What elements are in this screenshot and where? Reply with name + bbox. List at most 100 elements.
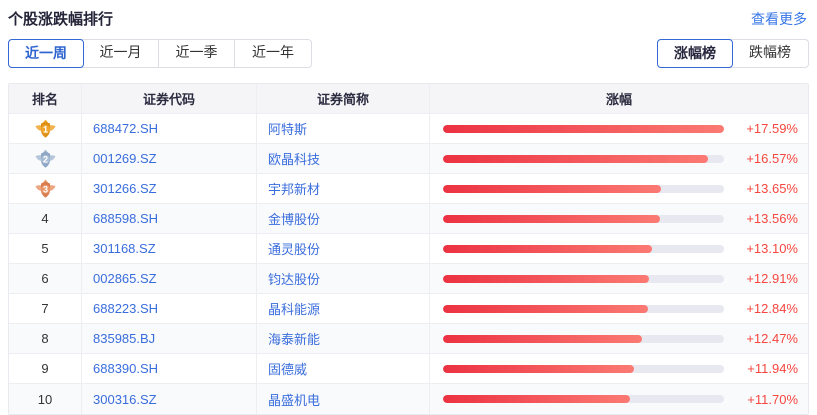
rank-medal-bronze-icon: 3 <box>34 179 56 198</box>
change-percent-label: +11.70% <box>747 391 798 407</box>
stock-name-link[interactable]: 固德威 <box>257 354 430 383</box>
stock-code-link[interactable]: 002865.SZ <box>82 264 257 293</box>
rank-medal-silver-icon: 2 <box>34 149 56 168</box>
rank-cell: 10 <box>9 384 82 414</box>
table-row-rank-6: 6 002865.SZ 钧达股份 +12.91% <box>9 264 808 294</box>
stock-code-link[interactable]: 301266.SZ <box>82 174 257 203</box>
change-cell: +11.94% <box>430 354 808 383</box>
ranking-table: 排名 证券代码 证券简称 涨幅 1 688472.SH 阿特斯 +17.59% … <box>8 83 809 415</box>
stock-name-link[interactable]: 晶科能源 <box>257 294 430 323</box>
change-bar-fill <box>443 334 643 343</box>
svg-text:2: 2 <box>42 154 47 164</box>
change-percent-label: +17.59% <box>746 121 798 136</box>
stock-name-link[interactable]: 宇邦新材 <box>257 174 430 203</box>
change-bar-fill <box>443 274 650 283</box>
change-bar-fill <box>443 395 630 403</box>
board-tab-涨幅榜[interactable]: 涨幅榜 <box>657 39 733 68</box>
change-cell: +12.91% <box>430 264 808 293</box>
change-percent-label: +12.91% <box>746 271 798 286</box>
change-cell: +16.57% <box>430 144 808 173</box>
column-header-change: 涨幅 <box>605 92 632 107</box>
page-title: 个股涨跌幅排行 <box>8 11 114 28</box>
change-bar-fill <box>443 124 724 133</box>
top-bar: 个股涨跌幅排行 查看更多 <box>0 0 817 29</box>
stock-code-link[interactable]: 688390.SH <box>82 354 257 383</box>
stock-code-link[interactable]: 001269.SZ <box>82 144 257 173</box>
change-cell: +13.65% <box>430 174 808 203</box>
rank-cell: 4 <box>9 204 82 233</box>
change-bar-fill <box>443 154 708 163</box>
view-more-link[interactable]: 查看更多 <box>751 10 807 27</box>
table-row-rank-9: 9 688390.SH 固德威 +11.94% <box>9 354 808 384</box>
change-bar-track <box>443 334 724 343</box>
table-row-rank-1: 1 688472.SH 阿特斯 +17.59% <box>9 114 808 144</box>
stock-name-link[interactable]: 海泰新能 <box>257 324 430 353</box>
change-bar-fill <box>443 244 653 253</box>
change-bar-fill <box>443 184 662 193</box>
rank-cell: 1 <box>9 114 82 143</box>
board-tab-group: 涨幅榜 跌幅榜 <box>657 39 809 68</box>
change-bar-track <box>443 244 724 253</box>
stock-code-link[interactable]: 301168.SZ <box>82 234 257 263</box>
svg-text:3: 3 <box>42 184 47 194</box>
change-bar-track <box>443 364 724 373</box>
table-row-rank-4: 4 688598.SH 金博股份 +13.56% <box>9 204 808 234</box>
period-tab-group: 近一周 近一月 近一季 近一年 <box>8 39 312 68</box>
period-tab-近一年[interactable]: 近一年 <box>252 44 294 60</box>
change-percent-label: +12.84% <box>746 301 798 316</box>
stock-name-link[interactable]: 晶盛机电 <box>257 384 430 414</box>
change-bar-track <box>443 124 724 133</box>
change-bar-track <box>443 304 724 313</box>
stock-name-link[interactable]: 欧晶科技 <box>257 144 430 173</box>
change-cell: +12.84% <box>430 294 808 323</box>
table-row-rank-3: 3 301266.SZ 宇邦新材 +13.65% <box>9 174 808 204</box>
change-bar-fill <box>443 214 660 223</box>
change-bar-track <box>443 395 724 403</box>
change-percent-label: +13.56% <box>746 211 798 226</box>
period-tab-近一月[interactable]: 近一月 <box>83 40 159 67</box>
change-bar-track <box>443 274 724 283</box>
board-tab-跌幅榜[interactable]: 跌幅榜 <box>749 44 791 60</box>
column-header-rank: 排名 <box>9 84 82 113</box>
change-bar-track <box>443 184 724 193</box>
stock-code-link[interactable]: 835985.BJ <box>82 324 257 353</box>
stock-code-link[interactable]: 300316.SZ <box>82 384 257 414</box>
change-percent-label: +13.65% <box>746 181 798 196</box>
stock-code-link[interactable]: 688223.SH <box>82 294 257 323</box>
table-row-rank-10: 10 300316.SZ 晶盛机电 +11.70% <box>9 384 808 414</box>
controls-row: 近一周 近一月 近一季 近一年 涨幅榜 跌幅榜 <box>8 39 809 68</box>
rank-cell: 5 <box>9 234 82 263</box>
change-cell: +12.47% <box>430 324 808 353</box>
period-tab-近一季[interactable]: 近一季 <box>159 40 235 67</box>
change-cell: +17.59% <box>430 114 808 143</box>
change-bar-track <box>443 214 724 223</box>
change-percent-label: +11.94% <box>747 361 798 376</box>
change-percent-label: +12.47% <box>746 331 798 346</box>
stock-name-link[interactable]: 通灵股份 <box>257 234 430 263</box>
rank-cell: 3 <box>9 174 82 203</box>
rank-cell: 7 <box>9 294 82 323</box>
table-row-rank-7: 7 688223.SH 晶科能源 +12.84% <box>9 294 808 324</box>
stock-name-link[interactable]: 金博股份 <box>257 204 430 233</box>
table-row-rank-5: 5 301168.SZ 通灵股份 +13.10% <box>9 234 808 264</box>
rank-medal-gold-icon: 1 <box>34 119 56 138</box>
column-header-name: 证券简称 <box>257 84 430 113</box>
stock-code-link[interactable]: 688472.SH <box>82 114 257 143</box>
table-row-rank-8: 8 835985.BJ 海泰新能 +12.47% <box>9 324 808 354</box>
change-cell: +13.10% <box>430 234 808 263</box>
rank-cell: 6 <box>9 264 82 293</box>
column-header-code: 证券代码 <box>82 84 257 113</box>
change-percent-label: +13.10% <box>746 241 798 256</box>
stock-name-link[interactable]: 钧达股份 <box>257 264 430 293</box>
svg-text:1: 1 <box>42 124 47 134</box>
stock-code-link[interactable]: 688598.SH <box>82 204 257 233</box>
change-bar-fill <box>443 364 634 373</box>
table-row-rank-2: 2 001269.SZ 欧晶科技 +16.57% <box>9 144 808 174</box>
table-header-row: 排名 证券代码 证券简称 涨幅 <box>9 84 808 114</box>
rank-cell: 9 <box>9 354 82 383</box>
stock-name-link[interactable]: 阿特斯 <box>257 114 430 143</box>
change-bar-track <box>443 154 724 163</box>
change-cell: +13.56% <box>430 204 808 233</box>
period-tab-近一周[interactable]: 近一周 <box>8 39 84 68</box>
